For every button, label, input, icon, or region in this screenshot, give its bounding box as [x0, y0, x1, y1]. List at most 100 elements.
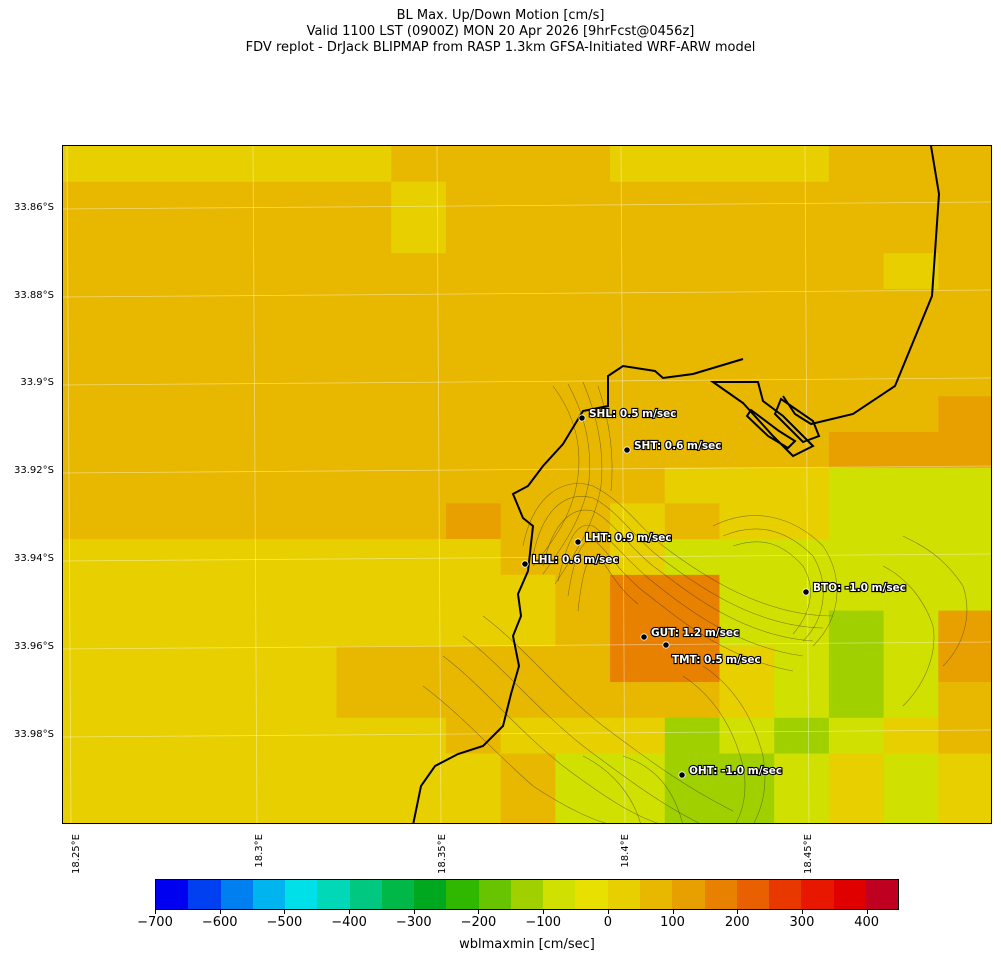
grid-cell: [445, 539, 502, 576]
grid-cell: [938, 146, 991, 183]
grid-cell: [938, 360, 991, 397]
station-marker-lht[interactable]: [574, 538, 582, 546]
grid-cell: [117, 646, 174, 683]
grid-cell: [391, 253, 447, 290]
map-title-line-3: FDV replot - DrJack BLIPMAP from RASP 1.…: [245, 40, 756, 55]
station-marker-bto[interactable]: [802, 588, 810, 596]
colorbar-swatch: [510, 880, 544, 909]
grid-cell: [336, 574, 392, 612]
grid-cell: [391, 396, 447, 433]
grid-cell: [883, 253, 939, 290]
grid-cell: [664, 396, 721, 433]
grid-cell: [281, 467, 338, 504]
grid-cell: [445, 360, 502, 397]
grid-cell: [117, 324, 174, 362]
grid-cell: [63, 360, 119, 397]
station-marker-oht[interactable]: [678, 771, 686, 779]
station-label-bto: BTO: -1.0 m/sec: [813, 582, 906, 594]
grid-cell: [719, 789, 775, 823]
grid-cell: [500, 360, 556, 397]
grid-cell: [610, 753, 666, 790]
station-label-gut: GUT: 1.2 m/sec: [651, 627, 739, 639]
station-marker-sht[interactable]: [623, 446, 631, 454]
colorbar-swatch: [672, 880, 705, 909]
grid-cell: [719, 253, 775, 290]
grid-cell: [555, 646, 611, 683]
grid-cell: [938, 610, 991, 647]
grid-cell: [391, 181, 447, 219]
grid-cell: [227, 146, 283, 183]
grid-cell: [774, 646, 830, 683]
grid-cell: [828, 146, 885, 183]
colorbar-swatch: [478, 880, 511, 909]
grid-cell: [445, 610, 502, 647]
grid-cell: [774, 253, 830, 290]
grid-cell: [336, 146, 392, 183]
lon-tick-label: 18.45°E: [803, 834, 814, 874]
grid-cell: [828, 360, 885, 397]
grid-cell: [227, 396, 283, 433]
grid-cell: [883, 360, 939, 397]
station-marker-lhl[interactable]: [521, 560, 529, 568]
grid-cell: [336, 253, 392, 290]
grid-cell: [281, 181, 338, 219]
grid-cell: [63, 574, 119, 612]
grid-cell: [117, 753, 174, 790]
station-label-sht: SHT: 0.6 m/sec: [634, 440, 721, 452]
colorbar-swatch: [639, 880, 673, 909]
grid-cell: [500, 431, 556, 469]
grid-cell: [336, 682, 392, 719]
grid-cell: [500, 217, 556, 254]
colorbar-tick: [478, 910, 480, 914]
grid-cell: [883, 217, 939, 254]
grid-cell: [117, 253, 174, 290]
grid-cell: [281, 789, 338, 823]
grid-cell: [938, 217, 991, 254]
colorbar-swatch: [156, 880, 189, 909]
grid-cell: [172, 610, 228, 647]
colorbar-swatch: [381, 880, 415, 909]
grid-cell: [828, 753, 885, 790]
grid-cell: [227, 360, 283, 397]
grid-cell: [336, 646, 392, 683]
grid-cell: [774, 753, 830, 790]
grid-cell: [610, 431, 666, 469]
grid-cell: [555, 288, 611, 326]
grid-cell: [445, 396, 502, 433]
grid-cell: [336, 181, 392, 219]
grid-cell: [63, 682, 119, 719]
colorbar-swatch: [285, 880, 318, 909]
grid-cell: [445, 503, 502, 540]
map-plot-area[interactable]: SHL: 0.5 m/sec SHT: 0.6 m/sec LHT: 0.9 m/s…: [62, 145, 992, 824]
lat-tick-label: 33.9°S: [20, 377, 54, 388]
grid-cell: [336, 431, 392, 469]
grid-cell: [883, 181, 939, 219]
graticule-lines: [63, 146, 991, 823]
grid-cell: [445, 431, 502, 469]
grid-cell: [828, 324, 885, 362]
grid-cell: [719, 467, 775, 504]
grid-cell: [828, 503, 885, 540]
map-canvas: SHL: 0.5 m/sec SHT: 0.6 m/sec LHT: 0.9 m/s…: [63, 146, 991, 823]
station-marker-shl[interactable]: [578, 414, 586, 422]
grid-cell: [172, 217, 228, 254]
grid-cell: [664, 146, 721, 183]
grid-cell: [63, 503, 119, 540]
grid-cell: [555, 717, 611, 755]
grid-cell: [774, 789, 830, 823]
grid-cell: [227, 610, 283, 647]
grid-cell: [938, 431, 991, 469]
grid-cell: [172, 431, 228, 469]
station-marker-gut[interactable]: [640, 633, 648, 641]
colorbar-tick: [284, 910, 286, 914]
grid-cell: [336, 217, 392, 254]
grid-cell: [883, 431, 939, 469]
colorbar-swatch: [317, 880, 350, 909]
grid-cell: [391, 574, 447, 612]
grid-cell: [281, 682, 338, 719]
colorbar-tick-label: −500: [266, 915, 303, 930]
station-marker-tmt[interactable]: [662, 641, 670, 649]
grid-cell: [555, 253, 611, 290]
grid-cell: [445, 253, 502, 290]
grid-cell: [883, 146, 939, 183]
